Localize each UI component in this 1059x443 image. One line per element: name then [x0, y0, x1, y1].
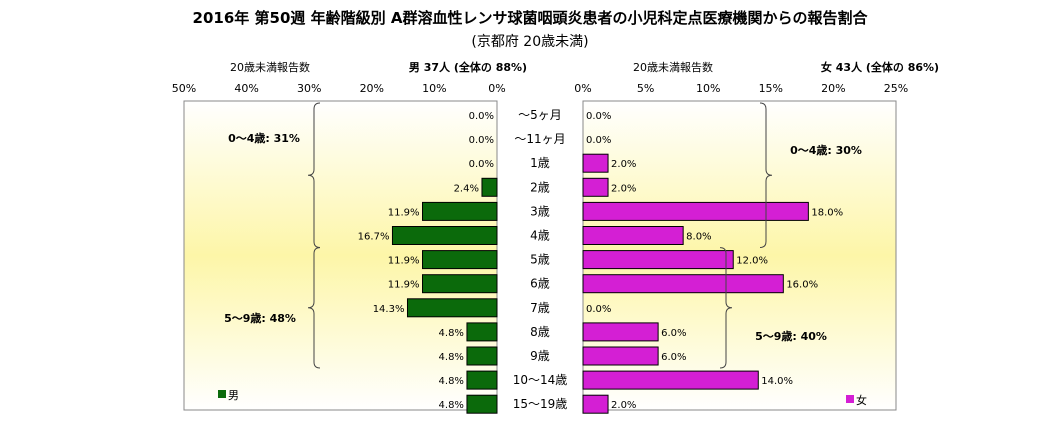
male-bar-value-label: 14.3% [373, 304, 405, 315]
female-series: 0.0% 0.0% 2.0% 2.0% 18.0% 8.0% 12.0% 16.0% 0.0% 6… [582, 111, 843, 414]
female-tick-label: 15% [759, 82, 783, 95]
female-bar-value-label: 2.0% [611, 400, 636, 411]
male-summary: 男 37人 (全体の 88%) [409, 60, 527, 74]
female-bracket-0-4 [759, 102, 773, 248]
female-bar-value-label: 18.0% [811, 207, 843, 218]
male-tick-label: 10% [422, 82, 446, 95]
male-bar [406, 298, 498, 318]
category-label: 2歳 [530, 180, 550, 194]
male-bar [466, 370, 498, 390]
female-bar [582, 346, 659, 366]
category-labels: ～5ヶ月 ～11ヶ月 1歳 2歳 3歳 4歳 5歳 6歳 7歳 8歳 9歳 10～14歳 15～19歳 [513, 108, 568, 411]
male-tick-label: 30% [297, 82, 321, 95]
female-bar [582, 322, 659, 342]
female-tick-label: 25% [884, 82, 908, 95]
male-legend-swatch [218, 390, 226, 398]
chart-subtitle: (京都府 20歳未満) [471, 34, 588, 50]
male-bar [466, 346, 498, 366]
female-group-5-9: 5～9歳: 40% [755, 329, 827, 343]
male-bracket-0-4 [307, 102, 321, 248]
female-bar [582, 274, 784, 294]
female-bar [582, 250, 734, 270]
category-label: 6歳 [530, 277, 550, 291]
male-tick-label: 40% [234, 82, 258, 95]
category-label: 15～19歳 [513, 397, 568, 411]
female-bar-value-label: 2.0% [611, 183, 636, 194]
female-tick-label: 0% [574, 82, 591, 95]
category-label: 7歳 [530, 301, 550, 315]
category-label: 3歳 [530, 204, 550, 218]
male-bar-value-label: 4.8% [439, 328, 464, 339]
category-label: 5歳 [530, 253, 550, 267]
female-bar-value-label: 0.0% [586, 304, 611, 315]
female-tick-label: 10% [696, 82, 720, 95]
female-legend-swatch [846, 395, 854, 403]
male-bar [422, 250, 498, 270]
male-legend-label: 男 [228, 389, 239, 402]
male-bar-value-label: 11.9% [388, 256, 420, 267]
female-legend-label: 女 [856, 393, 867, 407]
male-bar [481, 177, 498, 197]
female-tick-label: 5% [637, 82, 654, 95]
male-tick-label: 50% [172, 82, 196, 95]
female-bar-value-label: 0.0% [586, 135, 611, 146]
male-bar [391, 226, 498, 245]
category-label: ～11ヶ月 [514, 132, 565, 146]
male-series: 0.0% 0.0% 0.0% 2.4% 11.9% 16.7% 11.9% 11.9% 14.3… [358, 111, 498, 414]
category-label: 1歳 [530, 156, 550, 170]
male-bar-value-label: 0.0% [469, 159, 494, 170]
male-bar-value-label: 16.7% [358, 232, 390, 243]
male-bar-value-label: 11.9% [388, 280, 420, 291]
male-bar-value-label: 4.8% [439, 352, 464, 363]
male-bar [466, 394, 498, 414]
chart-title: 2016年 第50週 年齢階級別 A群溶血性レンサ球菌咽頭炎患者の小児科定点医療… [193, 9, 869, 27]
category-label: ～5ヶ月 [518, 108, 562, 122]
female-bar-value-label: 0.0% [586, 111, 611, 122]
category-label: 10～14歳 [513, 373, 568, 387]
male-bar-value-label: 0.0% [469, 111, 494, 122]
male-group-0-4: 0～4歳: 31% [228, 131, 300, 145]
female-bar-value-label: 12.0% [736, 256, 768, 267]
female-bar [582, 153, 609, 173]
category-label: 4歳 [530, 229, 550, 243]
female-bar-value-label: 14.0% [761, 376, 793, 387]
female-bar-value-label: 2.0% [611, 159, 636, 170]
male-bracket-5-9 [307, 247, 321, 369]
male-bar-value-label: 4.8% [439, 376, 464, 387]
female-bar [582, 177, 609, 197]
female-bar [582, 394, 609, 414]
female-x-axis: 0% 5% 10% 15% 20% 25% [574, 82, 908, 95]
male-bar-value-label: 11.9% [388, 207, 420, 218]
male-bar [422, 201, 498, 221]
female-bar-value-label: 6.0% [661, 328, 686, 339]
male-bar-value-label: 4.8% [439, 400, 464, 411]
female-bracket-5-9 [719, 247, 733, 369]
category-label: 8歳 [530, 325, 550, 339]
male-bar-value-label: 0.0% [469, 135, 494, 146]
female-group-0-4: 0～4歳: 30% [790, 143, 862, 157]
age-group-brackets [307, 102, 773, 369]
male-bar [466, 322, 498, 342]
female-summary: 女 43人 (全体の 86%) [821, 60, 939, 74]
male-axis-label: 20歳未満報告数 [230, 61, 310, 74]
female-bar [582, 201, 809, 221]
category-label: 9歳 [530, 349, 550, 363]
male-tick-label: 20% [360, 82, 384, 95]
female-bar [582, 370, 759, 390]
male-tick-label: 0% [488, 82, 505, 95]
female-bar [582, 226, 684, 245]
male-bar-value-label: 2.4% [454, 183, 479, 194]
female-bar-value-label: 8.0% [686, 232, 711, 243]
male-x-axis: 50% 40% 30% 20% 10% 0% [172, 82, 506, 95]
male-group-5-9: 5～9歳: 48% [224, 311, 296, 325]
female-axis-label: 20歳未満報告数 [633, 61, 713, 74]
female-bar-value-label: 6.0% [661, 352, 686, 363]
male-bar [422, 274, 498, 294]
female-bar-value-label: 16.0% [786, 280, 818, 291]
female-tick-label: 20% [821, 82, 845, 95]
